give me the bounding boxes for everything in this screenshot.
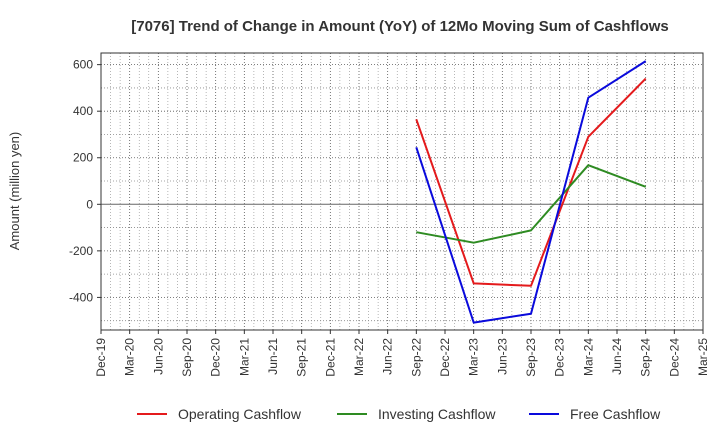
plot-frame xyxy=(100,52,704,331)
x-tick-label: Mar-22 xyxy=(352,338,366,376)
x-tick-label: Jun-22 xyxy=(381,338,395,375)
series-line-investing-cashflow xyxy=(416,164,647,244)
x-tick-label: Sep-22 xyxy=(409,338,423,377)
x-tick-label: Jun-23 xyxy=(495,338,509,375)
x-tick-label: Sep-23 xyxy=(524,338,538,377)
x-tick-label: Sep-24 xyxy=(639,338,653,377)
y-tick-label: 600 xyxy=(73,58,93,72)
x-tick-label: Jun-21 xyxy=(266,338,280,375)
y-tick-label: -400 xyxy=(69,290,93,304)
x-tick-label: Sep-20 xyxy=(180,338,194,377)
y-axis-label: Amount (million yen) xyxy=(7,132,22,251)
series-line-free-cashflow xyxy=(415,60,647,324)
y-tick-label: -200 xyxy=(69,244,93,258)
y-tick-label: 200 xyxy=(73,151,93,165)
grid xyxy=(100,53,704,330)
x-tick-label: Dec-19 xyxy=(94,338,108,377)
x-tick-label: Jun-24 xyxy=(610,338,624,375)
x-tick-label: Dec-24 xyxy=(667,338,681,377)
x-tick-label: Sep-21 xyxy=(295,338,309,377)
x-tick-label: Mar-24 xyxy=(581,338,595,376)
x-tick-label: Dec-23 xyxy=(553,338,567,377)
x-tick-label: Dec-20 xyxy=(209,338,223,377)
legend-label-investing-cashflow: Investing Cashflow xyxy=(378,406,496,422)
series-line-operating-cashflow xyxy=(415,77,647,287)
series-lines xyxy=(415,60,647,324)
x-tick-label: Dec-21 xyxy=(323,338,337,377)
y-tick-label: 0 xyxy=(86,197,93,211)
legend-label-free-cashflow: Free Cashflow xyxy=(570,406,661,422)
y-tick-label: 400 xyxy=(73,104,93,118)
x-tick-label: Mar-20 xyxy=(123,338,137,376)
x-tick-label: Mar-23 xyxy=(467,338,481,376)
x-tick-label: Mar-25 xyxy=(696,338,710,376)
x-tick-label: Dec-22 xyxy=(438,338,452,377)
legend-label-operating-cashflow: Operating Cashflow xyxy=(178,406,302,422)
axes: -400 -200 0 200 400 600 Dec-19 Mar-20 Jun-20 Sep-… xyxy=(69,52,710,377)
legend: Operating Cashflow Investing Cashflow Free… xyxy=(137,406,661,422)
x-tick-label: Mar-21 xyxy=(237,338,251,376)
chart-title: [7076] Trend of Change in Amount (YoY) o… xyxy=(131,18,669,35)
x-tick-label: Jun-20 xyxy=(151,338,165,375)
